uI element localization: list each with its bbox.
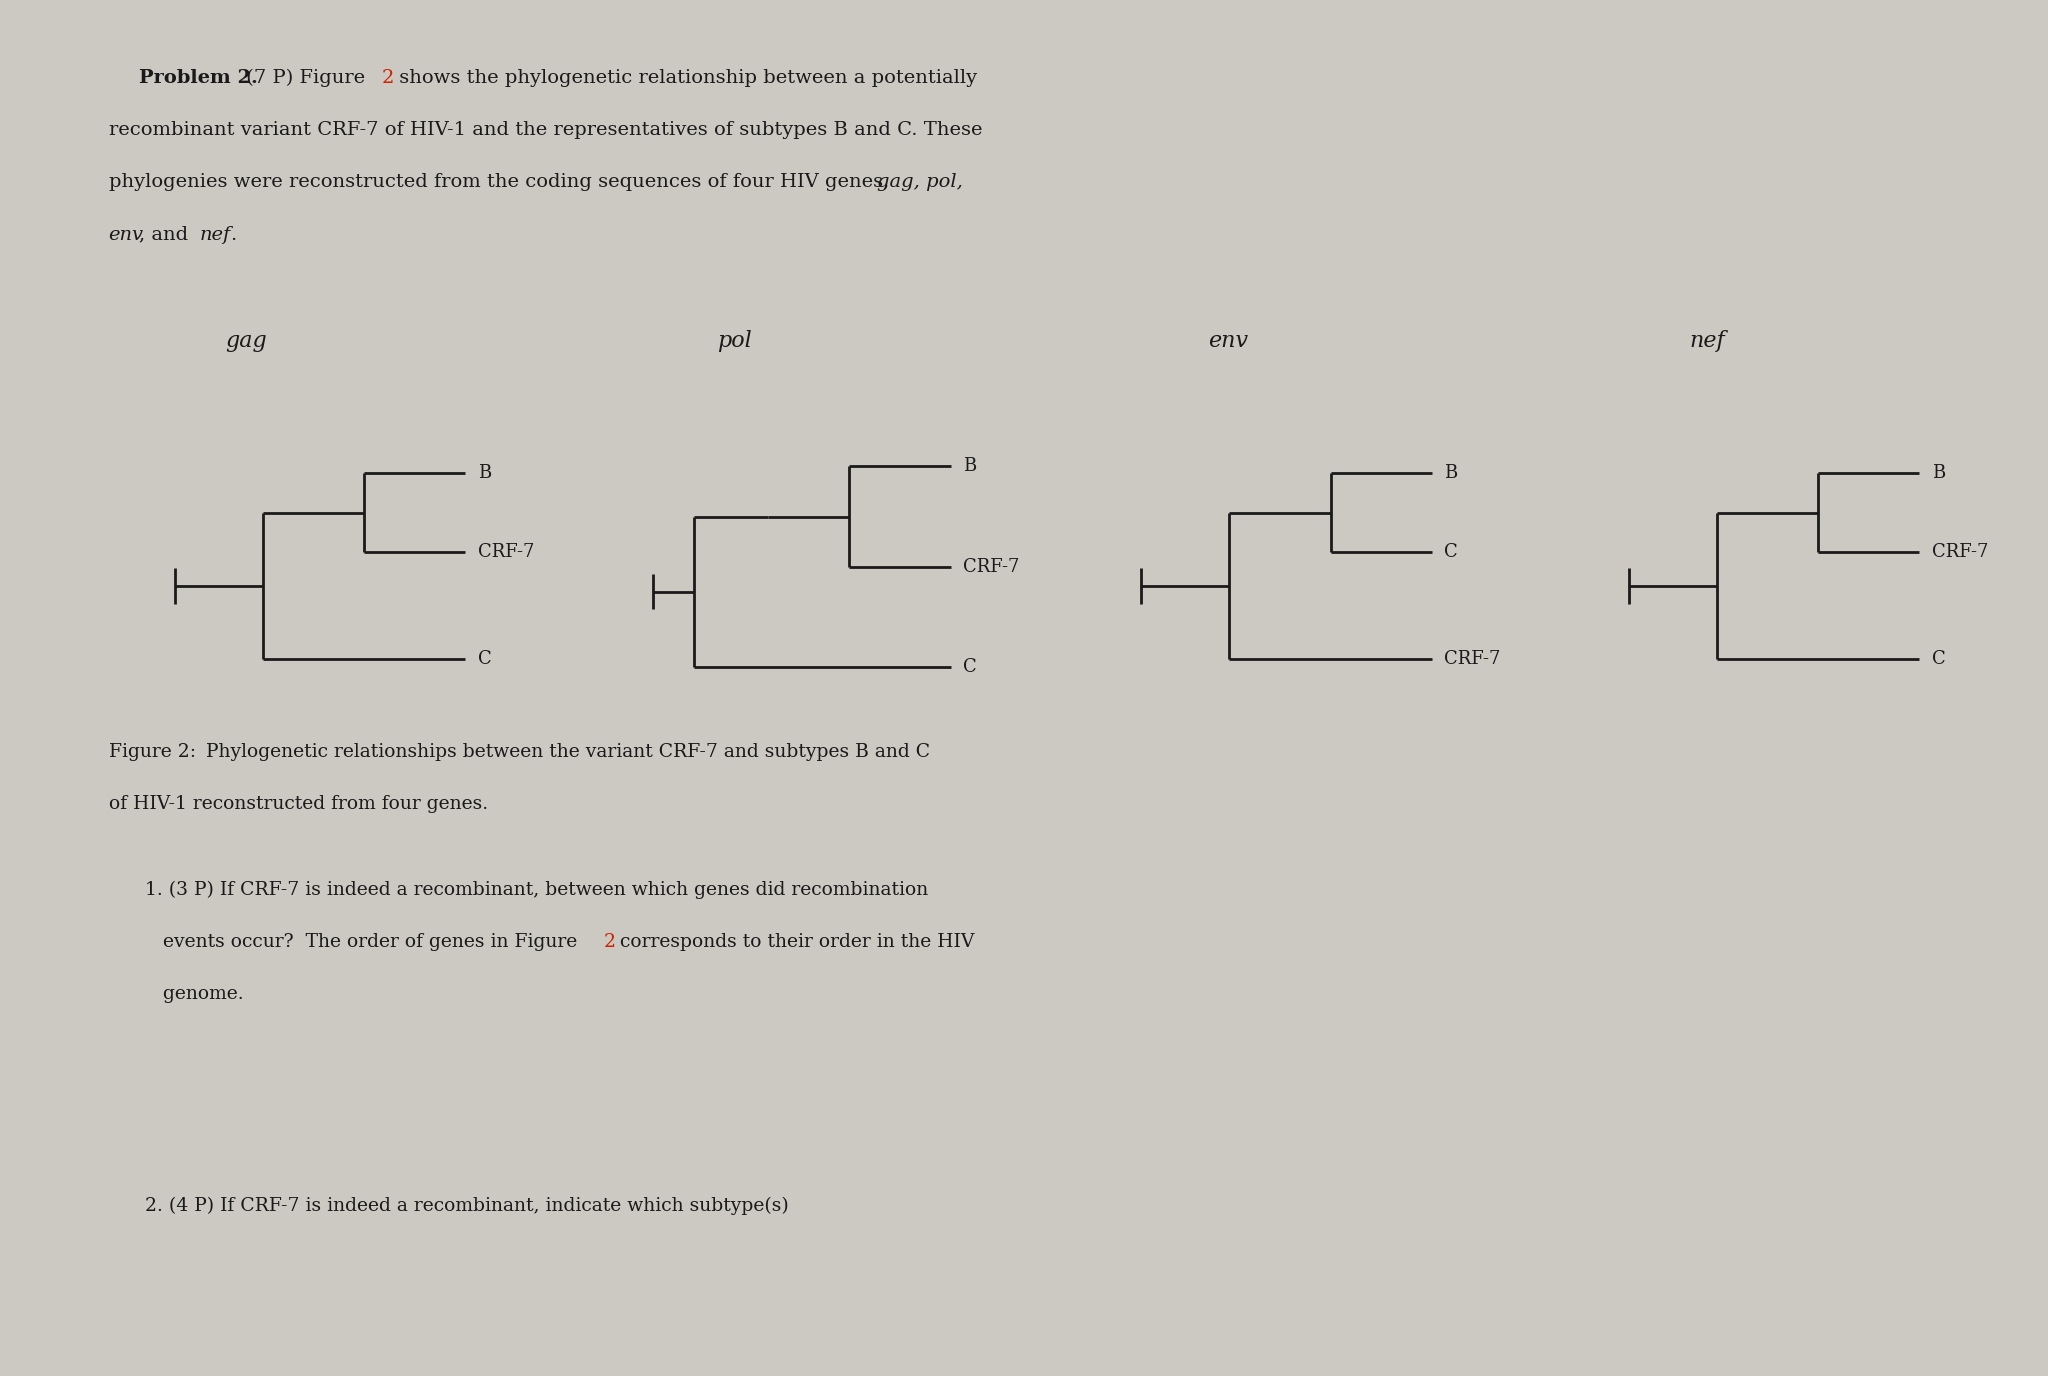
Text: recombinant variant CRF-7 of HIV-1 and the representatives of subtypes B and C. : recombinant variant CRF-7 of HIV-1 and t… <box>109 121 983 139</box>
Text: CRF-7: CRF-7 <box>1931 544 1989 561</box>
Text: C: C <box>963 658 977 676</box>
Text: B: B <box>963 457 977 475</box>
Text: Problem 2.: Problem 2. <box>139 69 258 87</box>
Text: Phylogenetic relationships between the variant CRF-7 and subtypes B and C: Phylogenetic relationships between the v… <box>207 743 930 761</box>
Text: nef: nef <box>1690 330 1724 352</box>
Text: nef: nef <box>199 226 231 244</box>
Text: phylogenies were reconstructed from the coding sequences of four HIV genes,: phylogenies were reconstructed from the … <box>109 173 895 191</box>
Text: B: B <box>477 464 492 482</box>
Text: CRF-7: CRF-7 <box>477 544 535 561</box>
Text: C: C <box>1444 544 1458 561</box>
Text: gag, pol,: gag, pol, <box>877 173 963 191</box>
Text: 1. (3 P) If CRF-7 is indeed a recombinant, between which genes did recombination: 1. (3 P) If CRF-7 is indeed a recombinan… <box>145 881 928 899</box>
Text: 2. (4 P) If CRF-7 is indeed a recombinant, indicate which subtype(s): 2. (4 P) If CRF-7 is indeed a recombinan… <box>145 1197 788 1215</box>
Text: corresponds to their order in the HIV: corresponds to their order in the HIV <box>614 933 975 951</box>
Text: Figure 2:: Figure 2: <box>109 743 201 761</box>
Text: .: . <box>229 226 236 244</box>
Text: events occur?  The order of genes in Figure: events occur? The order of genes in Figu… <box>145 933 584 951</box>
Text: genome.: genome. <box>145 985 244 1003</box>
Text: CRF-7: CRF-7 <box>963 559 1020 577</box>
Text: , and: , and <box>139 226 195 244</box>
Text: 2: 2 <box>381 69 395 87</box>
Text: env: env <box>109 226 143 244</box>
Text: C: C <box>477 649 492 669</box>
Text: of HIV-1 reconstructed from four genes.: of HIV-1 reconstructed from four genes. <box>109 795 487 813</box>
Text: 2: 2 <box>604 933 616 951</box>
Text: env: env <box>1208 330 1249 352</box>
Text: B: B <box>1444 464 1458 482</box>
Text: CRF-7: CRF-7 <box>1444 649 1501 669</box>
Text: pol: pol <box>717 330 752 352</box>
Text: gag: gag <box>225 330 266 352</box>
Text: C: C <box>1931 649 1946 669</box>
Text: B: B <box>1931 464 1946 482</box>
Text: (7 P) Figure: (7 P) Figure <box>240 69 373 87</box>
Text: shows the phylogenetic relationship between a potentially: shows the phylogenetic relationship betw… <box>393 69 977 87</box>
